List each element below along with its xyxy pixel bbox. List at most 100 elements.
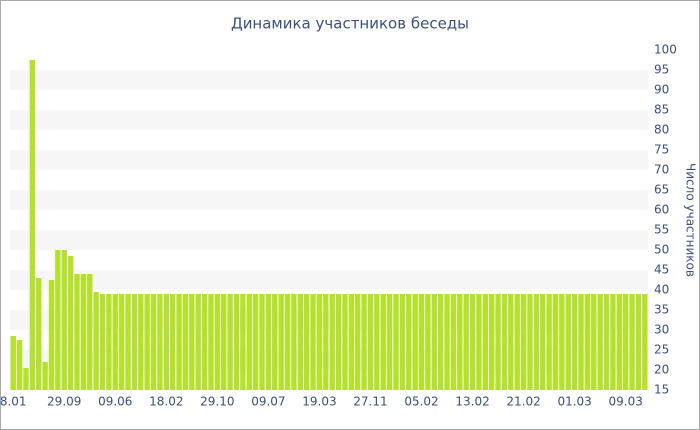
bar	[571, 294, 578, 390]
bar	[316, 294, 323, 390]
bar	[157, 294, 163, 390]
bar	[437, 294, 444, 390]
bar	[246, 294, 252, 390]
bar	[240, 294, 246, 390]
x-tick-label: 13.02	[455, 395, 489, 409]
bar	[501, 294, 508, 390]
bar	[399, 294, 406, 390]
bar	[48, 280, 55, 390]
bar	[323, 294, 329, 390]
y-tick-label: 20	[654, 363, 669, 377]
x-tick-label: 27.11	[353, 395, 387, 409]
bar	[112, 294, 118, 390]
grid-band	[10, 350, 648, 370]
bar	[208, 294, 214, 390]
bar	[578, 294, 584, 390]
bar	[527, 294, 533, 390]
bar	[310, 294, 316, 390]
y-tick-label: 25	[654, 343, 669, 357]
y-tick-label: 100	[654, 43, 677, 57]
y-tick-label: 35	[654, 303, 669, 317]
grid-band	[10, 150, 648, 170]
bar	[265, 294, 272, 390]
bar	[348, 294, 355, 390]
bar	[495, 294, 501, 390]
bar	[482, 294, 488, 390]
bar	[221, 294, 227, 390]
bar	[393, 294, 399, 390]
bar	[406, 294, 412, 390]
bar	[278, 294, 284, 390]
bar	[418, 294, 425, 390]
bar	[367, 294, 374, 390]
grid-band	[10, 310, 648, 330]
bar	[29, 60, 36, 390]
grid-band	[10, 70, 648, 90]
grid-band	[10, 190, 648, 210]
bar	[342, 294, 348, 390]
y-tick-label: 75	[654, 143, 669, 157]
bar	[457, 294, 463, 390]
bar	[80, 274, 87, 390]
x-tick-label: 29.09	[47, 395, 81, 409]
bar	[431, 294, 437, 390]
bar	[74, 274, 80, 390]
y-tick-label: 50	[654, 243, 669, 257]
bar	[144, 294, 150, 390]
bar	[106, 294, 112, 390]
bar	[514, 294, 520, 390]
bar	[463, 294, 469, 390]
x-tick-label: 09.03	[608, 395, 642, 409]
x-tick-label: 18.02	[149, 395, 183, 409]
bar	[259, 294, 265, 390]
bar	[55, 250, 61, 390]
bar	[329, 294, 335, 390]
bar	[23, 368, 29, 390]
bar	[603, 294, 610, 390]
bar	[125, 294, 131, 390]
grid-band	[10, 110, 648, 130]
bar	[361, 294, 367, 390]
bar	[635, 294, 642, 390]
bar	[303, 294, 310, 390]
y-tick-label: 30	[654, 323, 669, 337]
bar	[450, 294, 457, 390]
bar	[201, 294, 208, 390]
y-tick-label: 85	[654, 103, 669, 117]
bar	[36, 278, 42, 390]
y-tick-label: 70	[654, 163, 669, 177]
y-tick-label: 15	[654, 383, 669, 397]
y-tick-label: 55	[654, 223, 669, 237]
bar	[540, 294, 546, 390]
bar	[291, 294, 297, 390]
bar	[444, 294, 450, 390]
chart-title: Динамика участников беседы	[231, 15, 469, 33]
bar	[533, 294, 540, 390]
bar	[272, 294, 278, 390]
bar	[189, 294, 195, 390]
x-tick-label: 09.06	[98, 395, 132, 409]
bar	[469, 294, 476, 390]
bar	[559, 294, 565, 390]
bar	[214, 294, 221, 390]
bar	[642, 294, 648, 390]
bar	[476, 294, 482, 390]
bar	[233, 294, 240, 390]
bar	[380, 294, 386, 390]
bar	[565, 294, 571, 390]
bar	[425, 294, 431, 390]
grid-band	[10, 270, 648, 290]
y-tick-label: 95	[654, 63, 669, 77]
bar	[131, 294, 138, 390]
bar	[138, 294, 144, 390]
bar	[355, 294, 361, 390]
bar	[374, 294, 380, 390]
bar	[610, 294, 616, 390]
bar	[584, 294, 591, 390]
x-tick-label: 09.07	[251, 395, 285, 409]
bar	[508, 294, 514, 390]
x-tick-label: 19.03	[302, 395, 336, 409]
y-tick-label: 80	[654, 123, 669, 137]
bar	[227, 294, 233, 390]
bar	[195, 294, 201, 390]
